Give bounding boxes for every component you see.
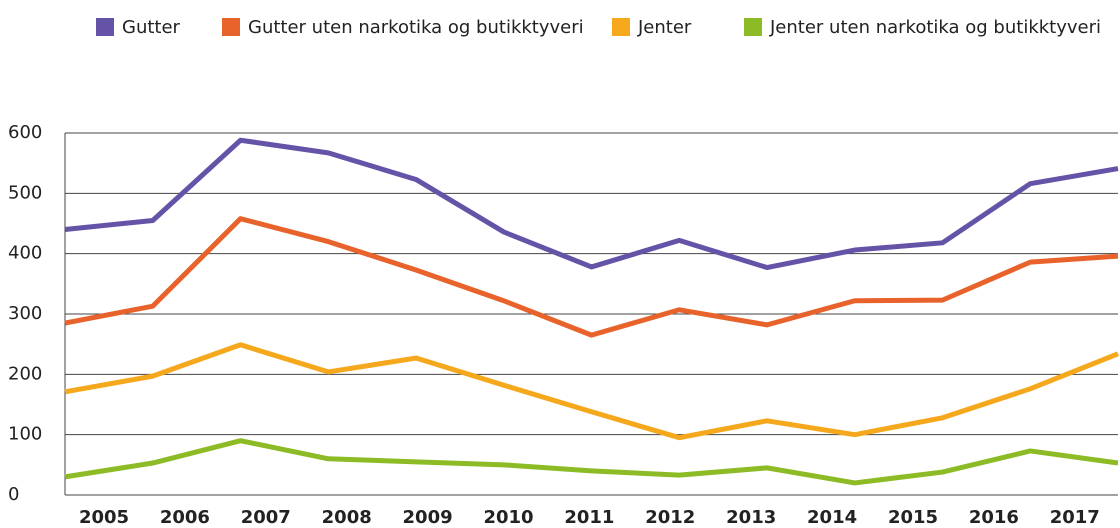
- y-tick-label: 400: [8, 243, 42, 264]
- x-tick-label: 2007: [241, 507, 291, 528]
- x-tick-label: 2016: [969, 507, 1019, 528]
- x-tick-label: 2012: [645, 507, 695, 528]
- x-tick-label: 2011: [564, 507, 614, 528]
- y-tick-label: 600: [8, 122, 42, 143]
- legend-label: Gutter uten narkotika og butikktyveri: [248, 17, 584, 38]
- x-tick-label: 2006: [160, 507, 210, 528]
- y-tick-label: 0: [8, 484, 19, 505]
- x-tick-label: 2017: [1050, 507, 1100, 528]
- y-tick-label: 100: [8, 424, 42, 445]
- series-line: [64, 438, 1119, 486]
- series-line: [64, 216, 1119, 338]
- y-tick-label: 500: [8, 182, 42, 203]
- x-tick-label: 2008: [322, 507, 372, 528]
- series-line: [64, 342, 1119, 441]
- legend-swatch: [96, 18, 114, 36]
- legend-swatch: [612, 18, 630, 36]
- y-tick-label: 300: [8, 303, 42, 324]
- x-tick-label: 2013: [726, 507, 776, 528]
- legend-label: Jenter uten narkotika og butikktyveri: [769, 17, 1101, 38]
- legend-swatch: [744, 18, 762, 36]
- x-tick-label: 2014: [807, 507, 857, 528]
- x-tick-label: 2009: [403, 507, 453, 528]
- legend-label: Jenter: [637, 17, 692, 38]
- x-tick-label: 2005: [79, 507, 129, 528]
- x-tick-label: 2015: [888, 507, 938, 528]
- legend-swatch: [222, 18, 240, 36]
- y-tick-label: 200: [8, 363, 42, 384]
- series-line: [64, 137, 1119, 271]
- legend-label: Gutter: [122, 17, 181, 38]
- x-tick-label: 2010: [483, 507, 533, 528]
